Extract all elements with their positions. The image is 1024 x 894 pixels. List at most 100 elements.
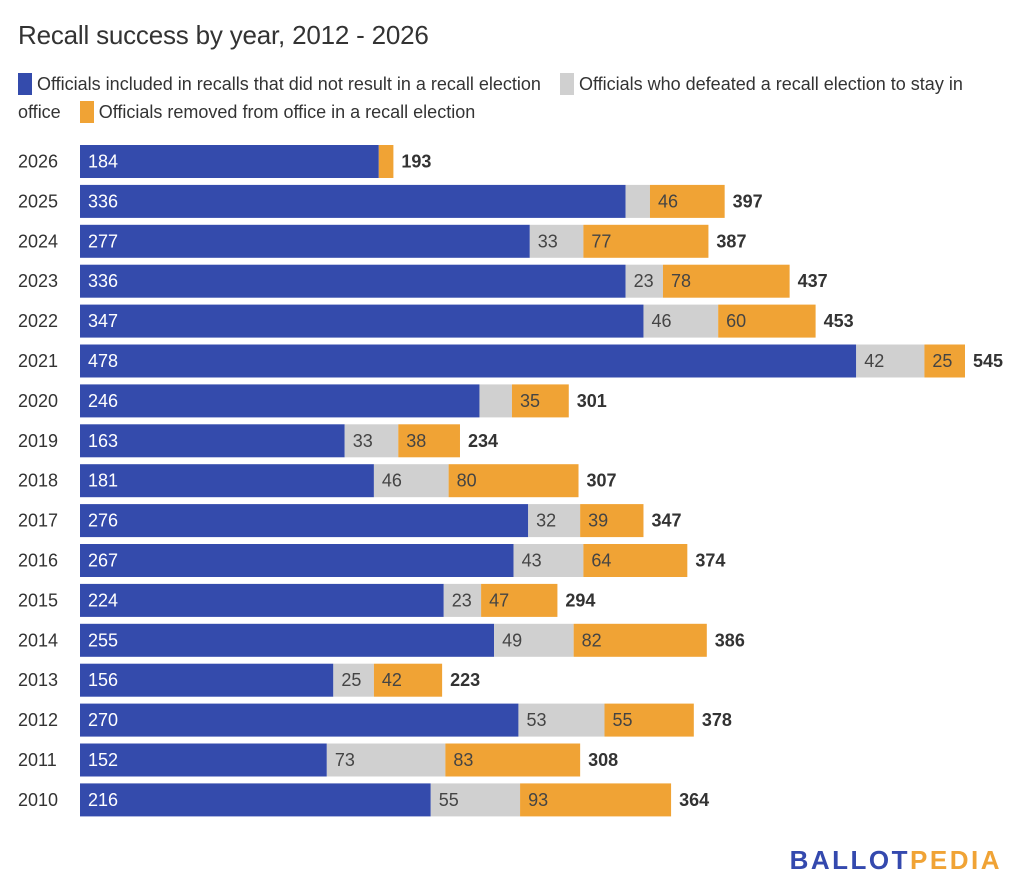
total-label: 193 bbox=[401, 152, 431, 172]
segment-value-label: 35 bbox=[520, 391, 540, 411]
category-label: 2025 bbox=[18, 191, 58, 211]
category-label: 2016 bbox=[18, 551, 58, 571]
segment-value-label: 216 bbox=[88, 790, 118, 810]
total-label: 347 bbox=[651, 511, 681, 531]
segment-value-label: 478 bbox=[88, 351, 118, 371]
legend-swatch-blue bbox=[18, 73, 32, 95]
total-label: 223 bbox=[450, 670, 480, 690]
segment-value-label: 25 bbox=[341, 670, 361, 690]
bar-segment-not-to-election bbox=[80, 344, 857, 378]
bar-segment-removed bbox=[398, 424, 460, 458]
bar-segment-removed bbox=[573, 623, 707, 657]
segment-value-label: 46 bbox=[382, 471, 402, 491]
segment-value-label: 46 bbox=[658, 191, 678, 211]
total-label: 364 bbox=[679, 790, 709, 810]
legend-label: Officials who defeated a recall election… bbox=[18, 74, 963, 122]
segment-value-label: 42 bbox=[382, 670, 402, 690]
bar-segment-removed bbox=[662, 264, 790, 298]
segment-value-label: 267 bbox=[88, 551, 118, 571]
segment-value-label: 46 bbox=[651, 311, 671, 331]
segment-value-label: 93 bbox=[528, 790, 548, 810]
category-label: 2014 bbox=[18, 630, 58, 650]
bar-segment-removed bbox=[649, 184, 725, 218]
bar-segment-removed bbox=[924, 344, 965, 378]
total-label: 386 bbox=[715, 630, 745, 650]
segment-value-label: 53 bbox=[526, 710, 546, 730]
segment-value-label: 55 bbox=[439, 790, 459, 810]
segment-value-label: 156 bbox=[88, 670, 118, 690]
segment-value-label: 347 bbox=[88, 311, 118, 331]
total-label: 387 bbox=[716, 231, 746, 251]
segment-value-label: 23 bbox=[634, 271, 654, 291]
category-label: 2012 bbox=[18, 710, 58, 730]
segment-value-label: 49 bbox=[502, 630, 522, 650]
bar-segment-not-to-election bbox=[80, 544, 514, 577]
bar-segment-defeated-recall bbox=[373, 464, 449, 498]
bar-segment-not-to-election bbox=[80, 743, 327, 777]
segment-value-label: 55 bbox=[613, 710, 633, 730]
bar-segment-defeated-recall bbox=[529, 224, 584, 258]
total-label: 374 bbox=[695, 551, 725, 571]
bar-segment-removed bbox=[583, 544, 688, 577]
segment-value-label: 270 bbox=[88, 710, 118, 730]
segment-value-label: 23 bbox=[452, 590, 472, 610]
segment-value-label: 77 bbox=[591, 231, 611, 251]
bar-segment-defeated-recall bbox=[326, 743, 446, 777]
category-label: 2019 bbox=[18, 431, 58, 451]
segment-value-label: 277 bbox=[88, 231, 118, 251]
total-label: 453 bbox=[824, 311, 854, 331]
bar-segment-not-to-election bbox=[80, 184, 626, 218]
total-label: 437 bbox=[798, 271, 828, 291]
bar-segment-not-to-election bbox=[80, 424, 345, 458]
bar-segment-defeated-recall bbox=[856, 344, 925, 378]
segment-value-label: 60 bbox=[726, 311, 746, 331]
bar-segment-not-to-election bbox=[80, 145, 379, 178]
segment-value-label: 82 bbox=[582, 630, 602, 650]
ballotpedia-logo: BALLOTPEDIA bbox=[790, 845, 1002, 876]
total-label: 397 bbox=[733, 191, 763, 211]
chart-title: Recall success by year, 2012 - 2026 bbox=[18, 20, 429, 50]
legend-item-removed: Officials removed from office in a recal… bbox=[79, 101, 475, 123]
segment-value-label: 73 bbox=[335, 750, 355, 770]
bar-segment-defeated-recall bbox=[479, 384, 512, 418]
segment-value-label: 83 bbox=[453, 750, 473, 770]
bar-segment-not-to-election bbox=[80, 663, 334, 697]
segment-value-label: 255 bbox=[88, 630, 118, 650]
logo-ballot: BALLOT bbox=[789, 845, 911, 875]
bar-segment-not-to-election bbox=[80, 703, 519, 737]
total-label: 545 bbox=[973, 351, 1003, 371]
total-label: 308 bbox=[588, 750, 618, 770]
bar-segment-not-to-election bbox=[80, 583, 444, 617]
category-label: 2010 bbox=[18, 790, 58, 810]
category-label: 2013 bbox=[18, 670, 58, 690]
segment-value-label: 181 bbox=[88, 471, 118, 491]
bar-segment-removed bbox=[373, 663, 443, 697]
bar-segment-removed bbox=[583, 224, 709, 258]
segment-value-label: 43 bbox=[522, 551, 542, 571]
bar-segment-defeated-recall bbox=[643, 304, 719, 338]
bar-segment-removed bbox=[511, 384, 569, 418]
category-label: 2017 bbox=[18, 511, 58, 531]
segment-value-label: 38 bbox=[406, 431, 426, 451]
legend-label: Officials included in recalls that did n… bbox=[37, 74, 541, 94]
legend-swatch-orange bbox=[79, 101, 94, 123]
category-label: 2024 bbox=[18, 231, 58, 251]
bar-segment-not-to-election bbox=[80, 504, 529, 538]
bar-segment-not-to-election bbox=[80, 224, 530, 258]
segment-value-label: 80 bbox=[457, 471, 477, 491]
segment-value-label: 336 bbox=[88, 271, 118, 291]
segment-value-label: 33 bbox=[538, 231, 558, 251]
segment-value-label: 336 bbox=[88, 191, 118, 211]
bar-segment-defeated-recall bbox=[625, 264, 663, 298]
segment-value-label: 163 bbox=[88, 431, 118, 451]
segment-value-label: 246 bbox=[88, 391, 118, 411]
legend-swatch-gray bbox=[559, 73, 574, 95]
bar-segment-defeated-recall bbox=[625, 184, 650, 218]
bar-segment-removed bbox=[604, 703, 694, 737]
bar-segment-defeated-recall bbox=[333, 663, 374, 697]
bar-segment-defeated-recall bbox=[443, 583, 482, 617]
category-label: 2018 bbox=[18, 471, 58, 491]
legend-item-defeated-recall: Officials who defeated a recall election… bbox=[18, 73, 963, 122]
bar-segment-defeated-recall bbox=[494, 623, 574, 657]
